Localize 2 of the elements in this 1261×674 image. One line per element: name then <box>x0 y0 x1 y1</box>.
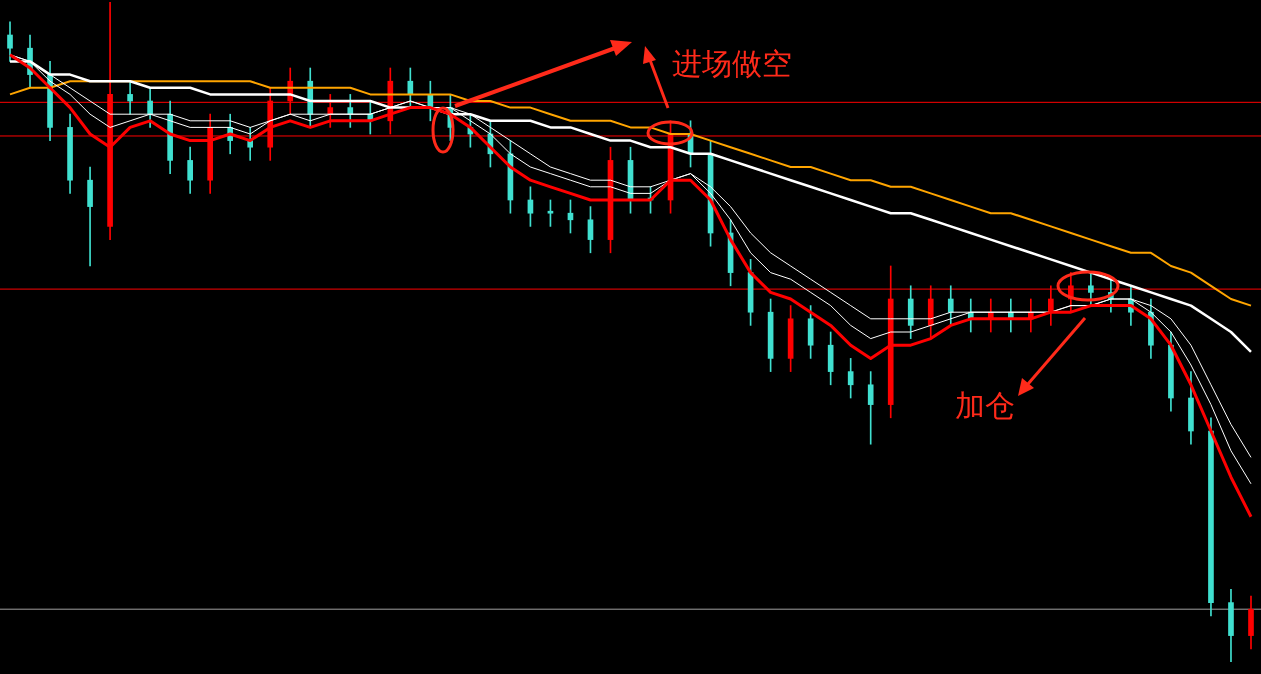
annotation: 进场做空 <box>672 45 792 83</box>
annotation: 加仓 <box>955 387 1015 425</box>
